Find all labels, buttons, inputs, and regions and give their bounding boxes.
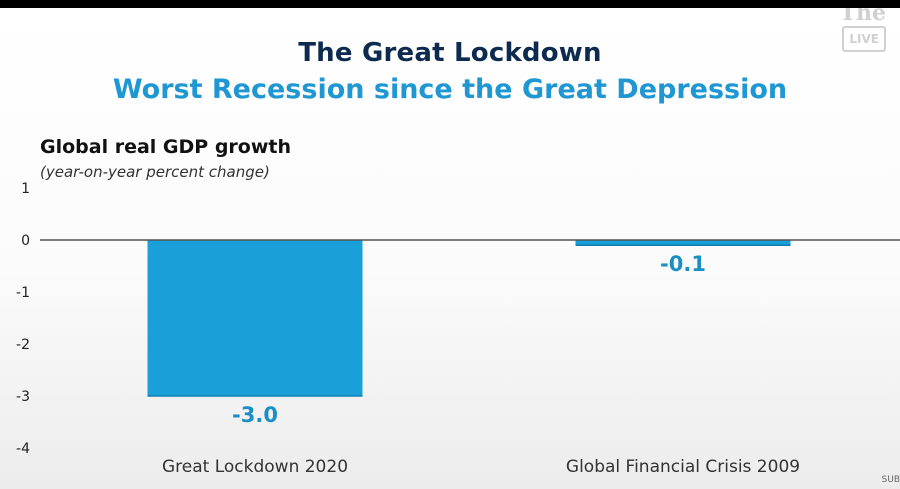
bar: [575, 240, 791, 246]
channel-watermark-logo: The LIVE: [840, 8, 886, 52]
chart-subtitle: (year-on-year percent change): [40, 163, 270, 181]
watermark-text: The: [839, 8, 886, 26]
y-tick-label: -3: [16, 389, 30, 405]
y-tick-label: -1: [16, 285, 30, 301]
slide: The LIVE The Great Lockdown Worst Recess…: [0, 8, 900, 489]
slide-title: The Great Lockdown: [298, 38, 602, 68]
bar-value-label: -3.0: [232, 403, 278, 427]
corner-text: SUB: [881, 475, 900, 485]
watermark-badge: LIVE: [842, 26, 886, 52]
y-tick-label: -4: [16, 441, 30, 457]
chart-title: Global real GDP growth: [40, 136, 292, 158]
bar-chart: 1 0 -1 -2 -3 -4 -3.0 Great Lockdown 2020 -0.1 Glo…: [16, 181, 900, 477]
x-category-label: Great Lockdown 2020: [162, 457, 348, 477]
y-tick-label: 0: [21, 233, 30, 249]
bar: [147, 240, 363, 396]
slide-subtitle: Worst Recession since the Great Depressi…: [112, 74, 788, 105]
y-tick-label: -2: [16, 337, 30, 353]
y-tick-label: 1: [21, 181, 30, 197]
bar-value-label: -0.1: [660, 252, 706, 276]
x-category-label: Global Financial Crisis 2009: [566, 457, 800, 477]
